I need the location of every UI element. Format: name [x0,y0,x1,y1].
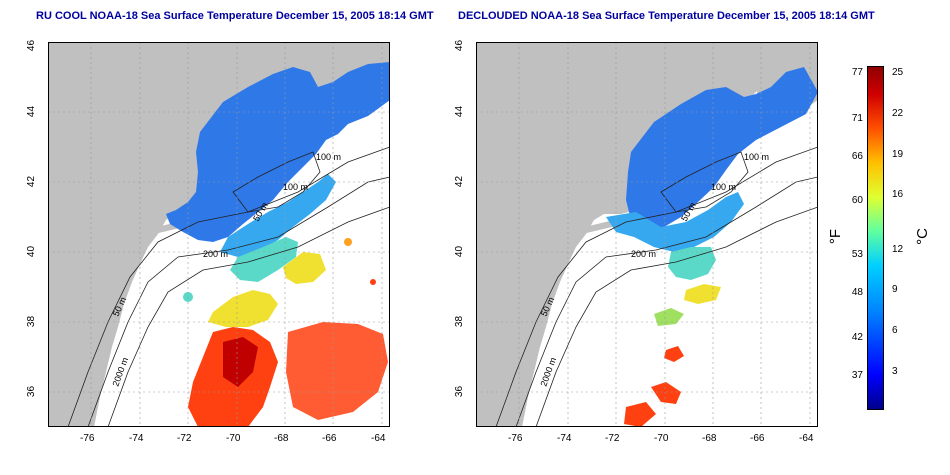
fahrenheit-unit-label: °F [827,228,845,245]
lon-tick: -72 [605,433,620,444]
lon-tick: -70 [226,433,241,444]
lat-tick: 38 [26,315,38,328]
isobath-2000m [535,206,818,427]
left-map-svg: 200 m 50 m 100 m 100 m 50 m 2000 m [48,42,390,427]
sst-hot-patch [624,402,656,427]
lon-tick: -70 [654,433,669,444]
isobath-2000m [107,206,390,427]
sst-gulf-stream-2 [286,322,388,420]
c-tick: 25 [892,67,904,78]
isobath-200m [87,176,390,427]
long-island [572,220,616,236]
isobath-label: 200 m [631,249,656,259]
lon-tick: -64 [799,433,814,444]
c-tick: 9 [892,284,898,295]
f-tick: 48 [851,287,863,298]
f-tick: 60 [851,195,863,206]
isobath-50m [495,146,818,427]
isobath-100m-basin [660,151,749,213]
sst-hot-core [223,337,258,387]
lon-tick: -64 [371,433,386,444]
lon-tick: -76 [80,433,95,444]
left-sst-map: 200 m 50 m 100 m 100 m 50 m 2000 m [48,42,390,427]
isobath-200m [515,176,818,427]
c-tick: 12 [892,244,904,255]
lat-tick: 44 [26,105,38,118]
right-panel-title: DECLOUDED NOAA-18 Sea Surface Temperatur… [458,10,875,22]
sst-speck [370,279,376,285]
c-tick: 22 [892,108,904,119]
lon-tick: -68 [274,433,289,444]
left-panel-title: RU COOL NOAA-18 Sea Surface Temperature … [36,10,434,22]
isobath-label: 100 m [711,182,736,192]
sst-warm-patch [684,284,721,304]
sst-field [166,62,390,427]
sst-field [606,67,818,427]
temperature-colorbar [867,66,884,410]
isobath-100m-basin [232,151,321,213]
f-tick: 37 [851,370,863,381]
c-tick: 6 [892,325,898,336]
isobath-label: 100 m [283,182,308,192]
sst-warm-front-2 [283,252,326,284]
map-frame [476,42,818,427]
land-mass [48,42,390,427]
isobath-lines [67,146,390,427]
sst-mild-front [668,247,716,280]
sst-warm-patch [654,308,684,326]
lat-tick: 46 [26,39,38,52]
isobath-label: 100 m [316,152,341,162]
c-tick: 19 [892,149,904,160]
lat-tick: 46 [454,39,466,52]
lat-tick: 40 [454,245,466,258]
lat-tick: 44 [454,105,466,118]
lat-tick: 42 [454,175,466,188]
sst-cool-band [606,192,744,252]
isobath-label: 200 m [203,249,228,259]
land-mass [476,42,818,427]
lat-tick: 38 [454,315,466,328]
lon-tick: -66 [322,433,337,444]
lon-tick: -74 [557,433,572,444]
map-frame [48,42,390,427]
lon-tick: -76 [508,433,523,444]
sst-mild-front [230,237,298,282]
colorbar-gradient [868,67,883,409]
lat-tick: 36 [454,385,466,398]
lat-tick: 42 [26,175,38,188]
f-tick: 42 [851,332,863,343]
lon-tick: -72 [177,433,192,444]
lon-tick: -66 [750,433,765,444]
f-tick: 77 [851,67,863,78]
isobath-label: 100 m [744,152,769,162]
sst-cold-region [626,67,818,230]
sst-hot-patch [651,382,681,404]
sst-hot-patch [664,346,684,362]
right-map-svg: 200 m 50 m 100 m 100 m 50 m 2000 m [476,42,818,427]
lon-tick: -74 [129,433,144,444]
lon-tick: -68 [702,433,717,444]
f-tick: 71 [851,113,863,124]
right-sst-map: 200 m 50 m 100 m 100 m 50 m 2000 m [476,42,818,427]
lat-tick: 36 [26,385,38,398]
c-tick: 16 [892,189,904,200]
sst-cool-band [220,174,336,257]
c-tick: 3 [892,366,898,377]
f-tick: 53 [851,249,863,260]
celsius-unit-label: °C [913,228,931,245]
isobath-50m [67,146,390,427]
sst-cold-region [166,62,390,242]
graticule [476,42,818,427]
lat-tick: 40 [26,245,38,258]
sst-warm-front [208,290,278,327]
isobath-lines [495,146,818,427]
f-tick: 66 [851,151,863,162]
graticule [48,42,390,427]
sst-speck [344,238,352,246]
